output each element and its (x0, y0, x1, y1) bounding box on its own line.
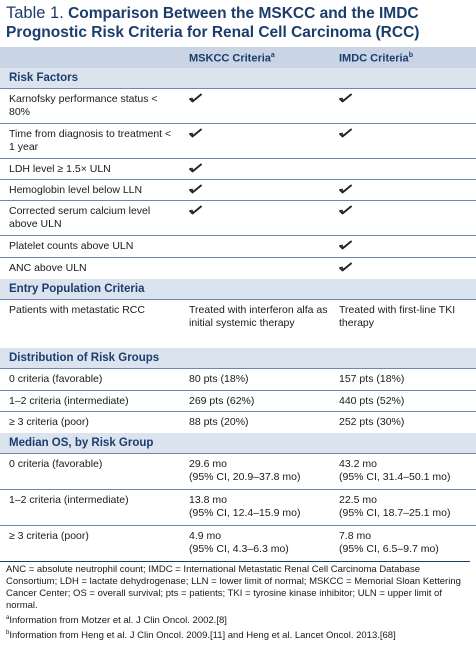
row-label: Platelet counts above ULN (9, 240, 134, 252)
table-row: ≥ 3 criteria (poor) 4.9 mo (95% CI, 4.3–6… (0, 525, 476, 561)
imdc-value: 252 pts (30%) (339, 416, 405, 428)
imdc-ci: (95% CI, 6.5–9.7 mo) (339, 543, 439, 555)
section-distribution: Distribution of Risk Groups (0, 348, 476, 368)
imdc-value: 157 pts (18%) (339, 373, 405, 385)
table-row: ≥ 3 criteria (poor) 88 pts (20%) 252 pts… (0, 411, 476, 434)
mskcc-ci: (95% CI, 4.3–6.3 mo) (189, 543, 289, 555)
table-row: ANC above ULN (0, 257, 476, 280)
table-row: Patients with metastatic RCC Treated wit… (0, 299, 476, 348)
checkmark-icon (189, 163, 202, 173)
column-header-imdc: IMDC Criteriab (339, 52, 413, 65)
checkmark-icon (339, 205, 352, 215)
checkmark-icon (189, 128, 202, 138)
table-row: 1–2 criteria (intermediate) 13.8 mo (95% … (0, 489, 476, 526)
imdc-os: 43.2 mo (339, 458, 377, 470)
footnote-divider (0, 561, 470, 562)
table-row: Hemoglobin level below LLN (0, 179, 476, 201)
table-row: Time from diagnosis to treatment < 1 yea… (0, 123, 476, 159)
section-median-os: Median OS, by Risk Group (0, 433, 476, 453)
section-risk-factors: Risk Factors (0, 68, 476, 88)
footnote-abbreviations: ANC = absolute neutrophil count; IMDC = … (6, 564, 461, 611)
checkmark-icon (339, 262, 352, 272)
row-label: 0 criteria (favorable) (9, 458, 103, 470)
row-label: Time from diagnosis to treatment < 1 yea… (9, 128, 172, 153)
row-label: Hemoglobin level below LLN (9, 184, 143, 196)
table-row: 1–2 criteria (intermediate) 269 pts (62%… (0, 390, 476, 412)
mskcc-value: 88 pts (20%) (189, 416, 249, 428)
checkmark-icon (339, 128, 352, 138)
imdc-value: 440 pts (52%) (339, 395, 405, 407)
imdc-value: Treated with first-line TKI therapy (339, 304, 456, 329)
row-label: Corrected serum calcium level above ULN (9, 205, 151, 230)
section-entry-population: Entry Population Criteria (0, 279, 476, 299)
mskcc-os: 13.8 mo (189, 494, 227, 506)
table-row: LDH level ≥ 1.5× ULN (0, 158, 476, 180)
table-number: Table 1. (6, 4, 64, 22)
footnote-b: bInformation from Heng et al. J Clin Onc… (6, 630, 396, 642)
row-label: 1–2 criteria (intermediate) (9, 395, 129, 407)
row-label: ≥ 3 criteria (poor) (9, 530, 89, 542)
checkmark-icon (339, 93, 352, 103)
column-header-row: MSKCC Criteriaa IMDC Criteriab (0, 47, 476, 68)
imdc-os: 22.5 mo (339, 494, 377, 506)
table-row: 0 criteria (favorable) 29.6 mo (95% CI, 2… (0, 453, 476, 490)
checkmark-icon (189, 93, 202, 103)
imdc-os: 7.8 mo (339, 530, 372, 542)
column-header-mskcc: MSKCC Criteriaa (189, 52, 275, 65)
checkmark-icon (339, 184, 352, 194)
row-label: ≥ 3 criteria (poor) (9, 416, 89, 428)
table-title-text: Comparison Between the MSKCC and the IMD… (6, 5, 420, 41)
mskcc-ci: (95% CI, 12.4–15.9 mo) (189, 507, 301, 519)
mskcc-os: 4.9 mo (189, 530, 222, 542)
imdc-ci: (95% CI, 18.7–25.1 mo) (339, 507, 451, 519)
row-label: LDH level ≥ 1.5× ULN (9, 163, 111, 175)
checkmark-icon (189, 184, 202, 194)
mskcc-os: 29.6 mo (189, 458, 227, 470)
footnote-a: aInformation from Motzer et al. J Clin O… (6, 615, 227, 627)
mskcc-ci: (95% CI, 20.9–37.8 mo) (189, 471, 301, 483)
footnotes: ANC = absolute neutrophil count; IMDC = … (0, 561, 472, 642)
table-row: Platelet counts above ULN (0, 235, 476, 258)
row-label: 1–2 criteria (intermediate) (9, 494, 129, 506)
imdc-ci: (95% CI, 31.4–50.1 mo) (339, 471, 451, 483)
table-title: Table 1. Comparison Between the MSKCC an… (0, 0, 476, 47)
row-label: 0 criteria (favorable) (9, 373, 103, 385)
table-row: 0 criteria (favorable) 80 pts (18%) 157 … (0, 368, 476, 391)
mskcc-value: 80 pts (18%) (189, 373, 249, 385)
checkmark-icon (189, 205, 202, 215)
row-label: Patients with metastatic RCC (9, 304, 145, 316)
table-row: Corrected serum calcium level above ULN (0, 200, 476, 236)
row-label: ANC above ULN (9, 262, 87, 274)
checkmark-icon (339, 240, 352, 250)
table-row: Karnofsky performance status < 80% (0, 88, 476, 124)
mskcc-value: Treated with interferon alfa as initial … (189, 304, 328, 329)
row-label: Karnofsky performance status < 80% (9, 93, 158, 118)
mskcc-value: 269 pts (62%) (189, 395, 255, 407)
